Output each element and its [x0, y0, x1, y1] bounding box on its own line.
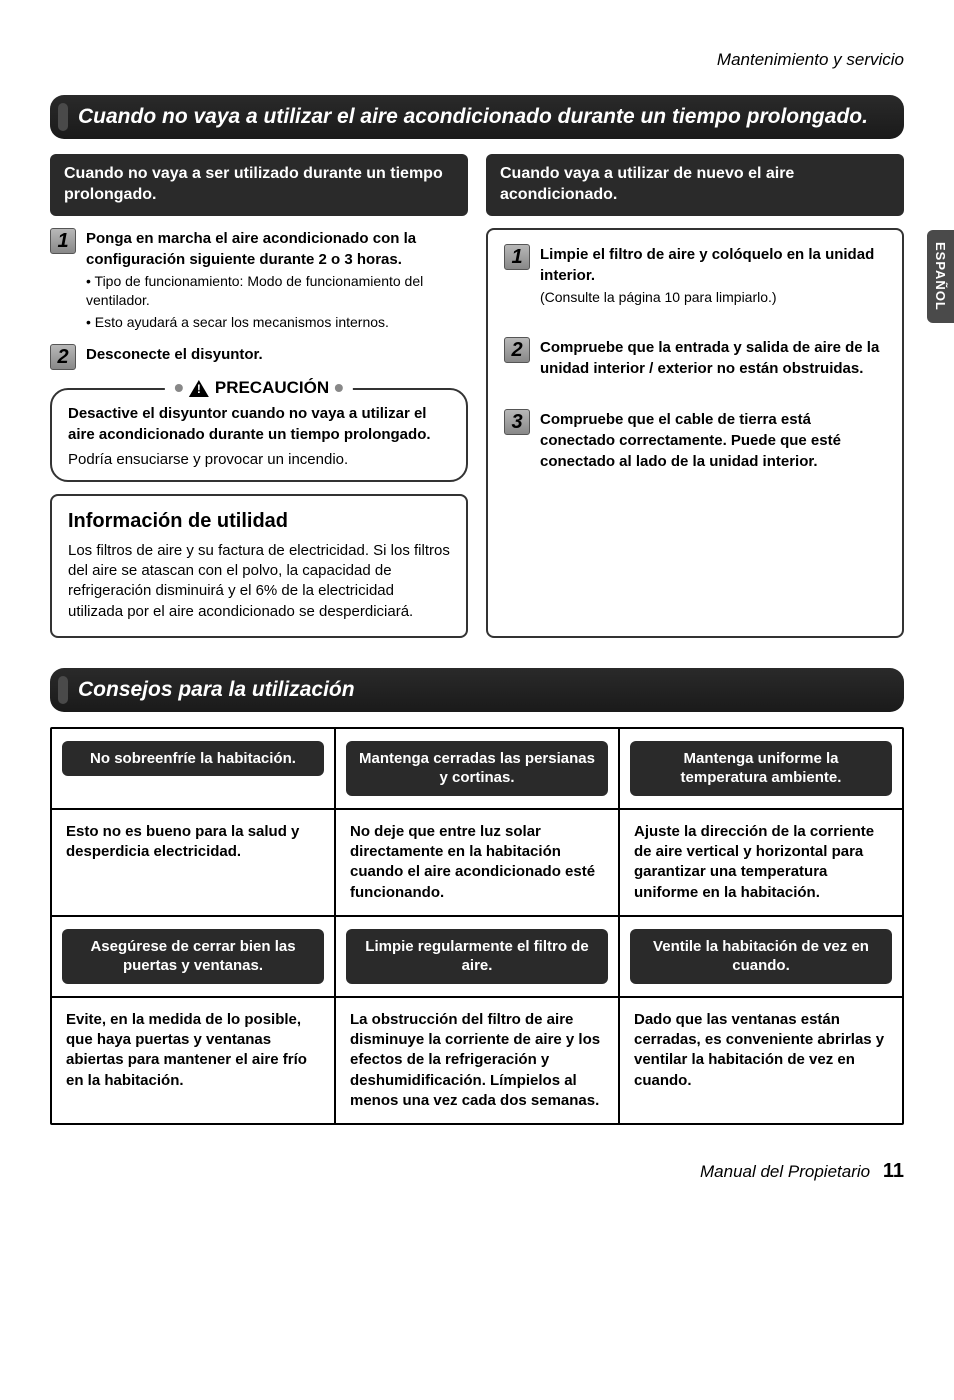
right-steps-frame: 1 Limpie el filtro de aire y colóquelo e…: [486, 228, 904, 638]
right-step1-sub: (Consulte la página 10 para limpiarlo.): [540, 288, 886, 308]
right-step3-title: Compruebe que el cable de tierra está co…: [540, 409, 886, 472]
page-section-header: Mantenimiento y servicio: [50, 50, 904, 70]
main-section-title-text: Cuando no vaya a utilizar el aire acondi…: [78, 105, 868, 128]
tips-table: No sobreenfríe la habitación. Mantenga c…: [50, 727, 904, 1125]
tips-header-2: Mantenga cerradas las persianas y cortin…: [346, 741, 608, 796]
dot-icon: [335, 384, 343, 392]
info-box: Información de utilidad Los filtros de a…: [50, 494, 468, 638]
caution-label-text: PRECAUCIÓN: [215, 378, 329, 398]
warning-triangle-icon: [189, 380, 209, 397]
right-step1-title: Limpie el filtro de aire y colóquelo en …: [540, 244, 886, 286]
step-number-icon: 3: [504, 409, 530, 435]
tips-body-3: Ajuste la dirección de la corriente de a…: [634, 822, 888, 903]
tips-header-4: Asegúrese de cerrar bien las puertas y v…: [62, 929, 324, 984]
right-panel-header: Cuando vaya a utilizar de nuevo el aire …: [486, 154, 904, 216]
left-step1-title: Ponga en marcha el aire acondicionado co…: [86, 228, 468, 270]
step-number-icon: 2: [504, 337, 530, 363]
caution-box: PRECAUCIÓN Desactive el disyuntor cuando…: [50, 388, 468, 482]
main-section-title: Cuando no vaya a utilizar el aire acondi…: [50, 95, 904, 139]
tips-body-1: Esto no es bueno para la salud y desperd…: [66, 822, 320, 863]
tips-header-6: Ventile la habitación de vez en cuando.: [630, 929, 892, 984]
right-step2-title: Compruebe que la entrada y salida de air…: [540, 337, 886, 379]
tips-body-5: La obstrucción del filtro de aire dismin…: [350, 1010, 604, 1111]
language-tab: ESPAÑOL: [927, 230, 954, 323]
step-number-icon: 1: [504, 244, 530, 270]
page-footer: Manual del Propietario 11: [50, 1160, 904, 1183]
info-title: Información de utilidad: [68, 510, 450, 533]
left-step1-bullet1: • Tipo de funcionamiento: Modo de funcio…: [86, 272, 468, 311]
info-text: Los filtros de aire y su factura de elec…: [68, 541, 450, 622]
tips-header-5: Limpie regularmente el filtro de aire.: [346, 929, 608, 984]
caution-note: Podría ensuciarse y provocar un incendio…: [68, 451, 450, 468]
caution-label: PRECAUCIÓN: [165, 378, 353, 398]
left-step2-title: Desconecte el disyuntor.: [86, 344, 468, 365]
tips-section-title-text: Consejos para la utilización: [78, 678, 355, 701]
tips-header-1: No sobreenfríe la habitación.: [62, 741, 324, 777]
footer-label: Manual del Propietario: [700, 1162, 870, 1181]
step-number-icon: 2: [50, 344, 76, 370]
tips-body-2: No deje que entre luz solar directamente…: [350, 822, 604, 903]
left-panel-header: Cuando no vaya a ser utilizado durante u…: [50, 154, 468, 216]
step-number-icon: 1: [50, 228, 76, 254]
tips-body-4: Evite, en la medida de lo posible, que h…: [66, 1010, 320, 1091]
left-step1-bullet2: • Esto ayudará a secar los mecanismos in…: [86, 313, 468, 333]
dot-icon: [175, 384, 183, 392]
tips-section-title: Consejos para la utilización: [50, 668, 904, 712]
footer-page-number: 11: [883, 1160, 904, 1182]
caution-text: Desactive el disyuntor cuando no vaya a …: [68, 404, 450, 445]
tips-body-6: Dado que las ventanas están cerradas, es…: [634, 1010, 888, 1091]
tips-header-3: Mantenga uniforme la temperatura ambient…: [630, 741, 892, 796]
